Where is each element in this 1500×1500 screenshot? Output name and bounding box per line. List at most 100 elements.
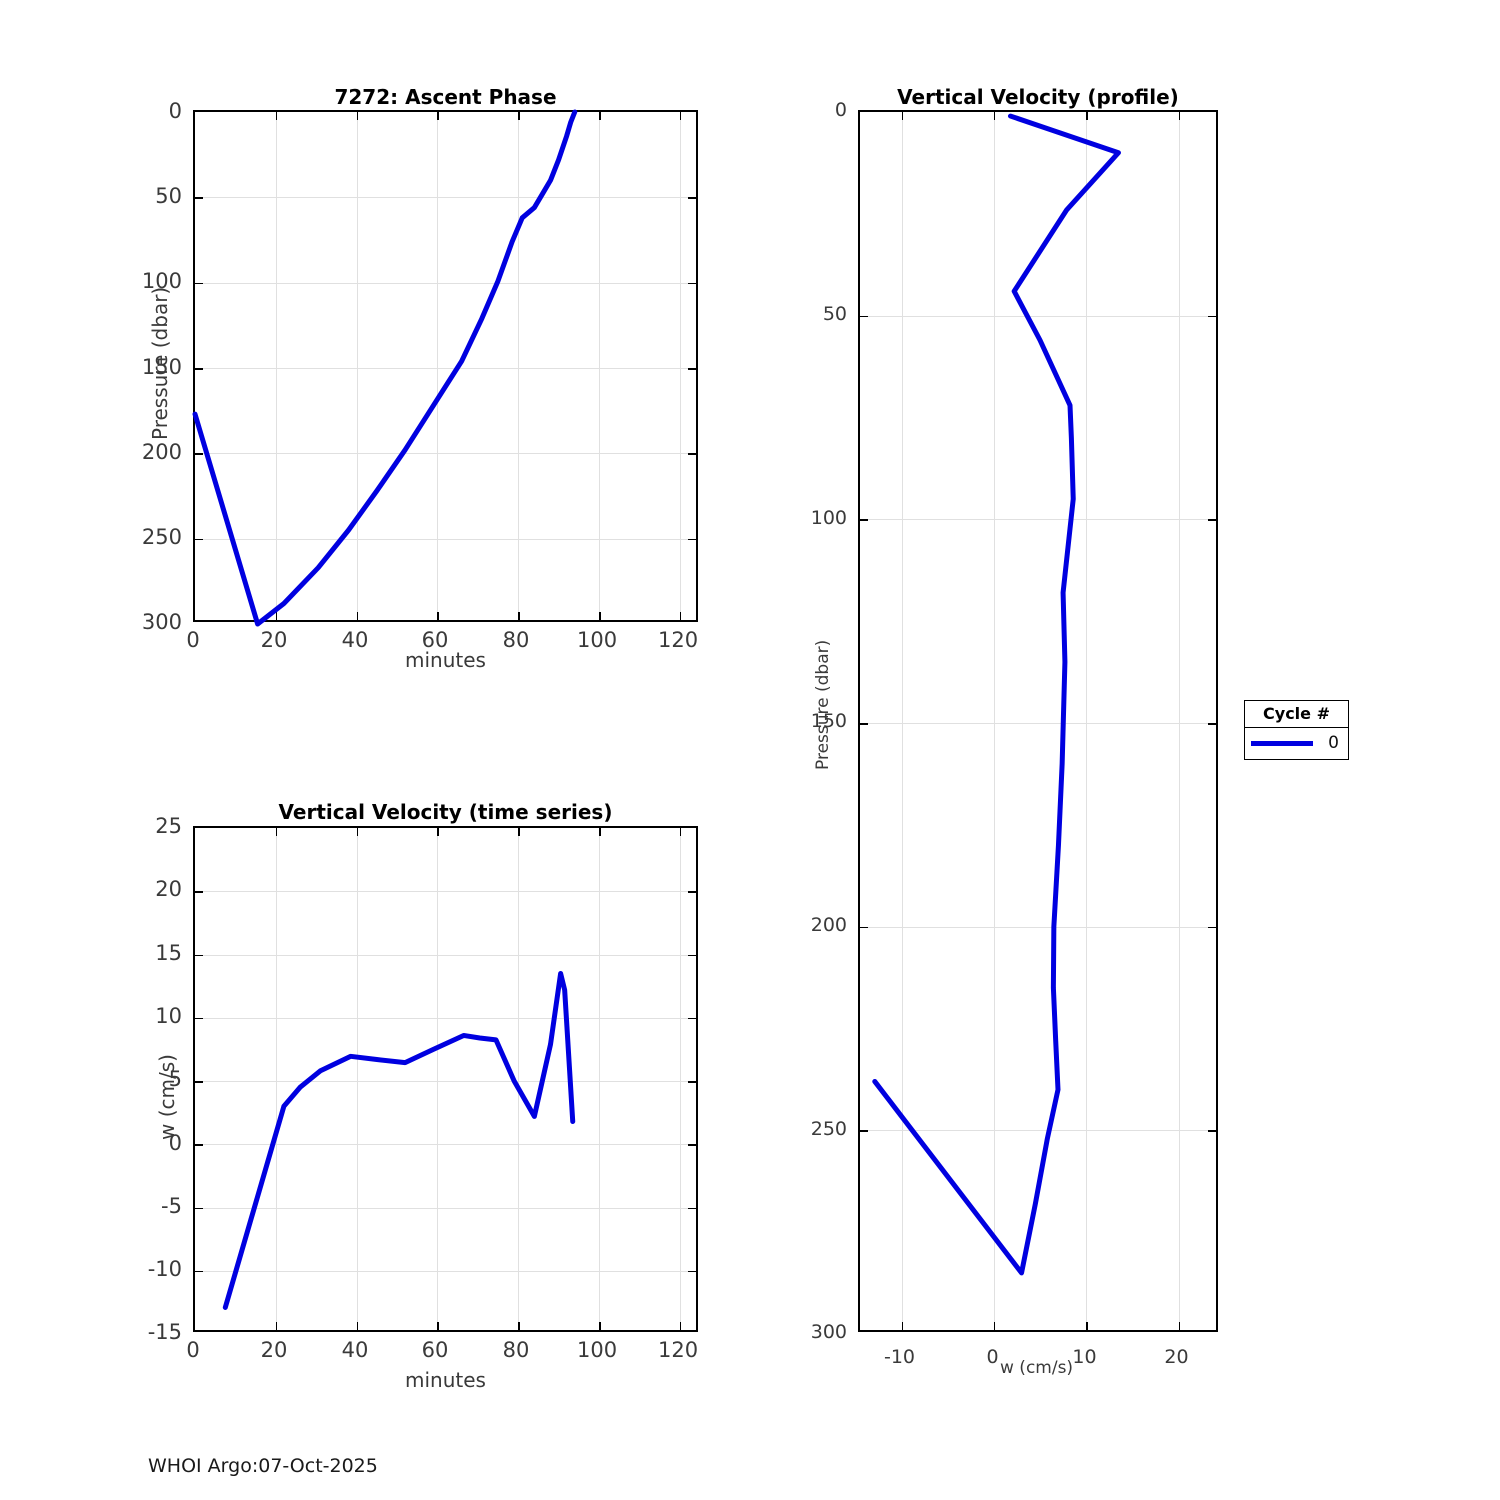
panel-ascent-phase: 7272: Ascent Phase Pressure (dbar) minut… (0, 0, 760, 700)
vv-timeseries-xtick: 0 (186, 1338, 200, 1362)
tick-y (195, 538, 203, 541)
tick-x (599, 1322, 601, 1330)
gridline-v (679, 112, 681, 620)
tick-y (195, 453, 203, 455)
legend-item-cycle-0[interactable]: 0 (1245, 728, 1348, 759)
vv-timeseries-title: Vertical Velocity (time series) (278, 800, 613, 824)
tick-x (1178, 1322, 1180, 1330)
tick-y (195, 1144, 203, 1146)
vv-timeseries-xtick: 20 (260, 1338, 288, 1362)
tick-y (860, 723, 868, 725)
tick-x (518, 828, 520, 836)
ascent-phase-xtick: 100 (577, 628, 618, 652)
gridline-v (1178, 112, 1180, 1330)
tick-x (599, 112, 601, 120)
tick-y (195, 1207, 203, 1209)
vv-profile-series-svg (872, 113, 1121, 1276)
gridline-v (679, 828, 681, 1330)
vv-timeseries-ytick: 25 (155, 814, 182, 838)
legend-title: Cycle # (1245, 701, 1348, 728)
gridline-h (195, 1017, 696, 1019)
vv-timeseries-xtick: 40 (341, 1338, 369, 1362)
tick-y (195, 891, 203, 893)
gridline-v (599, 828, 600, 1330)
gridline-v (518, 112, 520, 620)
tick-x (275, 1322, 278, 1330)
vv-profile-title: Vertical Velocity (profile) (897, 85, 1179, 109)
tick-x (275, 828, 278, 836)
vv-timeseries-xtick: 120 (658, 1338, 699, 1362)
tick-y (688, 453, 696, 455)
tick-y (195, 1270, 203, 1273)
tick-x (518, 112, 520, 120)
gridline-h (195, 538, 696, 540)
tick-x (993, 1322, 996, 1330)
vv-profile-y-axis-label: Pressure (dbar) (813, 639, 833, 770)
tick-y (860, 315, 868, 318)
gridline-h (860, 519, 1216, 521)
tick-x (356, 1322, 359, 1330)
gridline-v (356, 112, 358, 620)
gridline-v (437, 112, 439, 620)
vv-profile-ytick: 200 (810, 914, 847, 936)
tick-x (518, 1322, 520, 1330)
tick-y (1208, 315, 1216, 318)
gridline-v (901, 112, 903, 1330)
tick-x (993, 112, 996, 120)
vv-timeseries-ytick: 5 (168, 1067, 182, 1091)
legend: Cycle # 0 (1244, 700, 1349, 760)
tick-y (195, 954, 203, 956)
gridline-h (860, 723, 1216, 724)
vv-timeseries-series-svg (222, 970, 576, 1310)
gridline-h (195, 197, 696, 199)
tick-y (688, 282, 696, 285)
tick-x (1178, 112, 1180, 120)
tick-y (860, 926, 868, 929)
gridline-h (195, 891, 696, 893)
legend-line-swatch (1251, 740, 1313, 746)
legend-item-label: 0 (1328, 733, 1339, 753)
tick-y (1208, 519, 1216, 521)
tick-x (356, 612, 359, 620)
gridline-v (275, 828, 277, 1330)
gridline-h (195, 453, 696, 455)
vv-timeseries-ytick: -10 (147, 1257, 182, 1281)
ascent-phase-plot-area (192, 109, 698, 627)
ascent-phase-ytick: 150 (141, 355, 182, 379)
tick-y (688, 368, 696, 370)
tick-y (688, 1081, 696, 1083)
tick-x (275, 612, 278, 620)
ascent-phase-ytick: 50 (155, 184, 182, 208)
tick-x (275, 112, 278, 120)
ascent-phase-xtick: 0 (186, 628, 200, 652)
tick-y (688, 891, 696, 893)
tick-x (599, 828, 601, 836)
tick-x (599, 612, 601, 620)
ascent-phase-ytick: 200 (141, 440, 182, 464)
gridline-h (860, 315, 1216, 317)
tick-y (195, 1017, 203, 1020)
gridline-h (195, 1144, 696, 1146)
panel-vertical-velocity-profile: Vertical Velocity (profile) Pressure (db… (810, 85, 1218, 1378)
vv-timeseries-ytick: 0 (168, 1131, 182, 1155)
vv-profile-x-axis-label: w (cm/s) (1000, 1358, 1074, 1378)
ascent-phase-ytick: 300 (141, 610, 182, 634)
tick-x (679, 1322, 682, 1330)
vv-timeseries-xtick: 60 (421, 1338, 449, 1362)
tick-y (688, 1144, 696, 1146)
vv-profile-xtick: -10 (883, 1346, 916, 1368)
tick-x (437, 1322, 439, 1330)
ascent-phase-xtick: 60 (421, 628, 449, 652)
ascent-phase-xtick: 120 (658, 628, 699, 652)
tick-x (1086, 1322, 1088, 1330)
vv-timeseries-ytick: 15 (155, 941, 182, 965)
gridline-v (518, 828, 520, 1330)
gridline-h (195, 1270, 696, 1272)
vv-profile-xtick: 20 (1164, 1346, 1189, 1368)
tick-x (437, 612, 439, 620)
vv-timeseries-xtick: 100 (577, 1338, 618, 1362)
tick-y (860, 519, 868, 521)
gridline-h (195, 1207, 696, 1209)
vv-profile-ytick: 100 (810, 507, 847, 529)
ascent-phase-xtick: 80 (502, 628, 530, 652)
